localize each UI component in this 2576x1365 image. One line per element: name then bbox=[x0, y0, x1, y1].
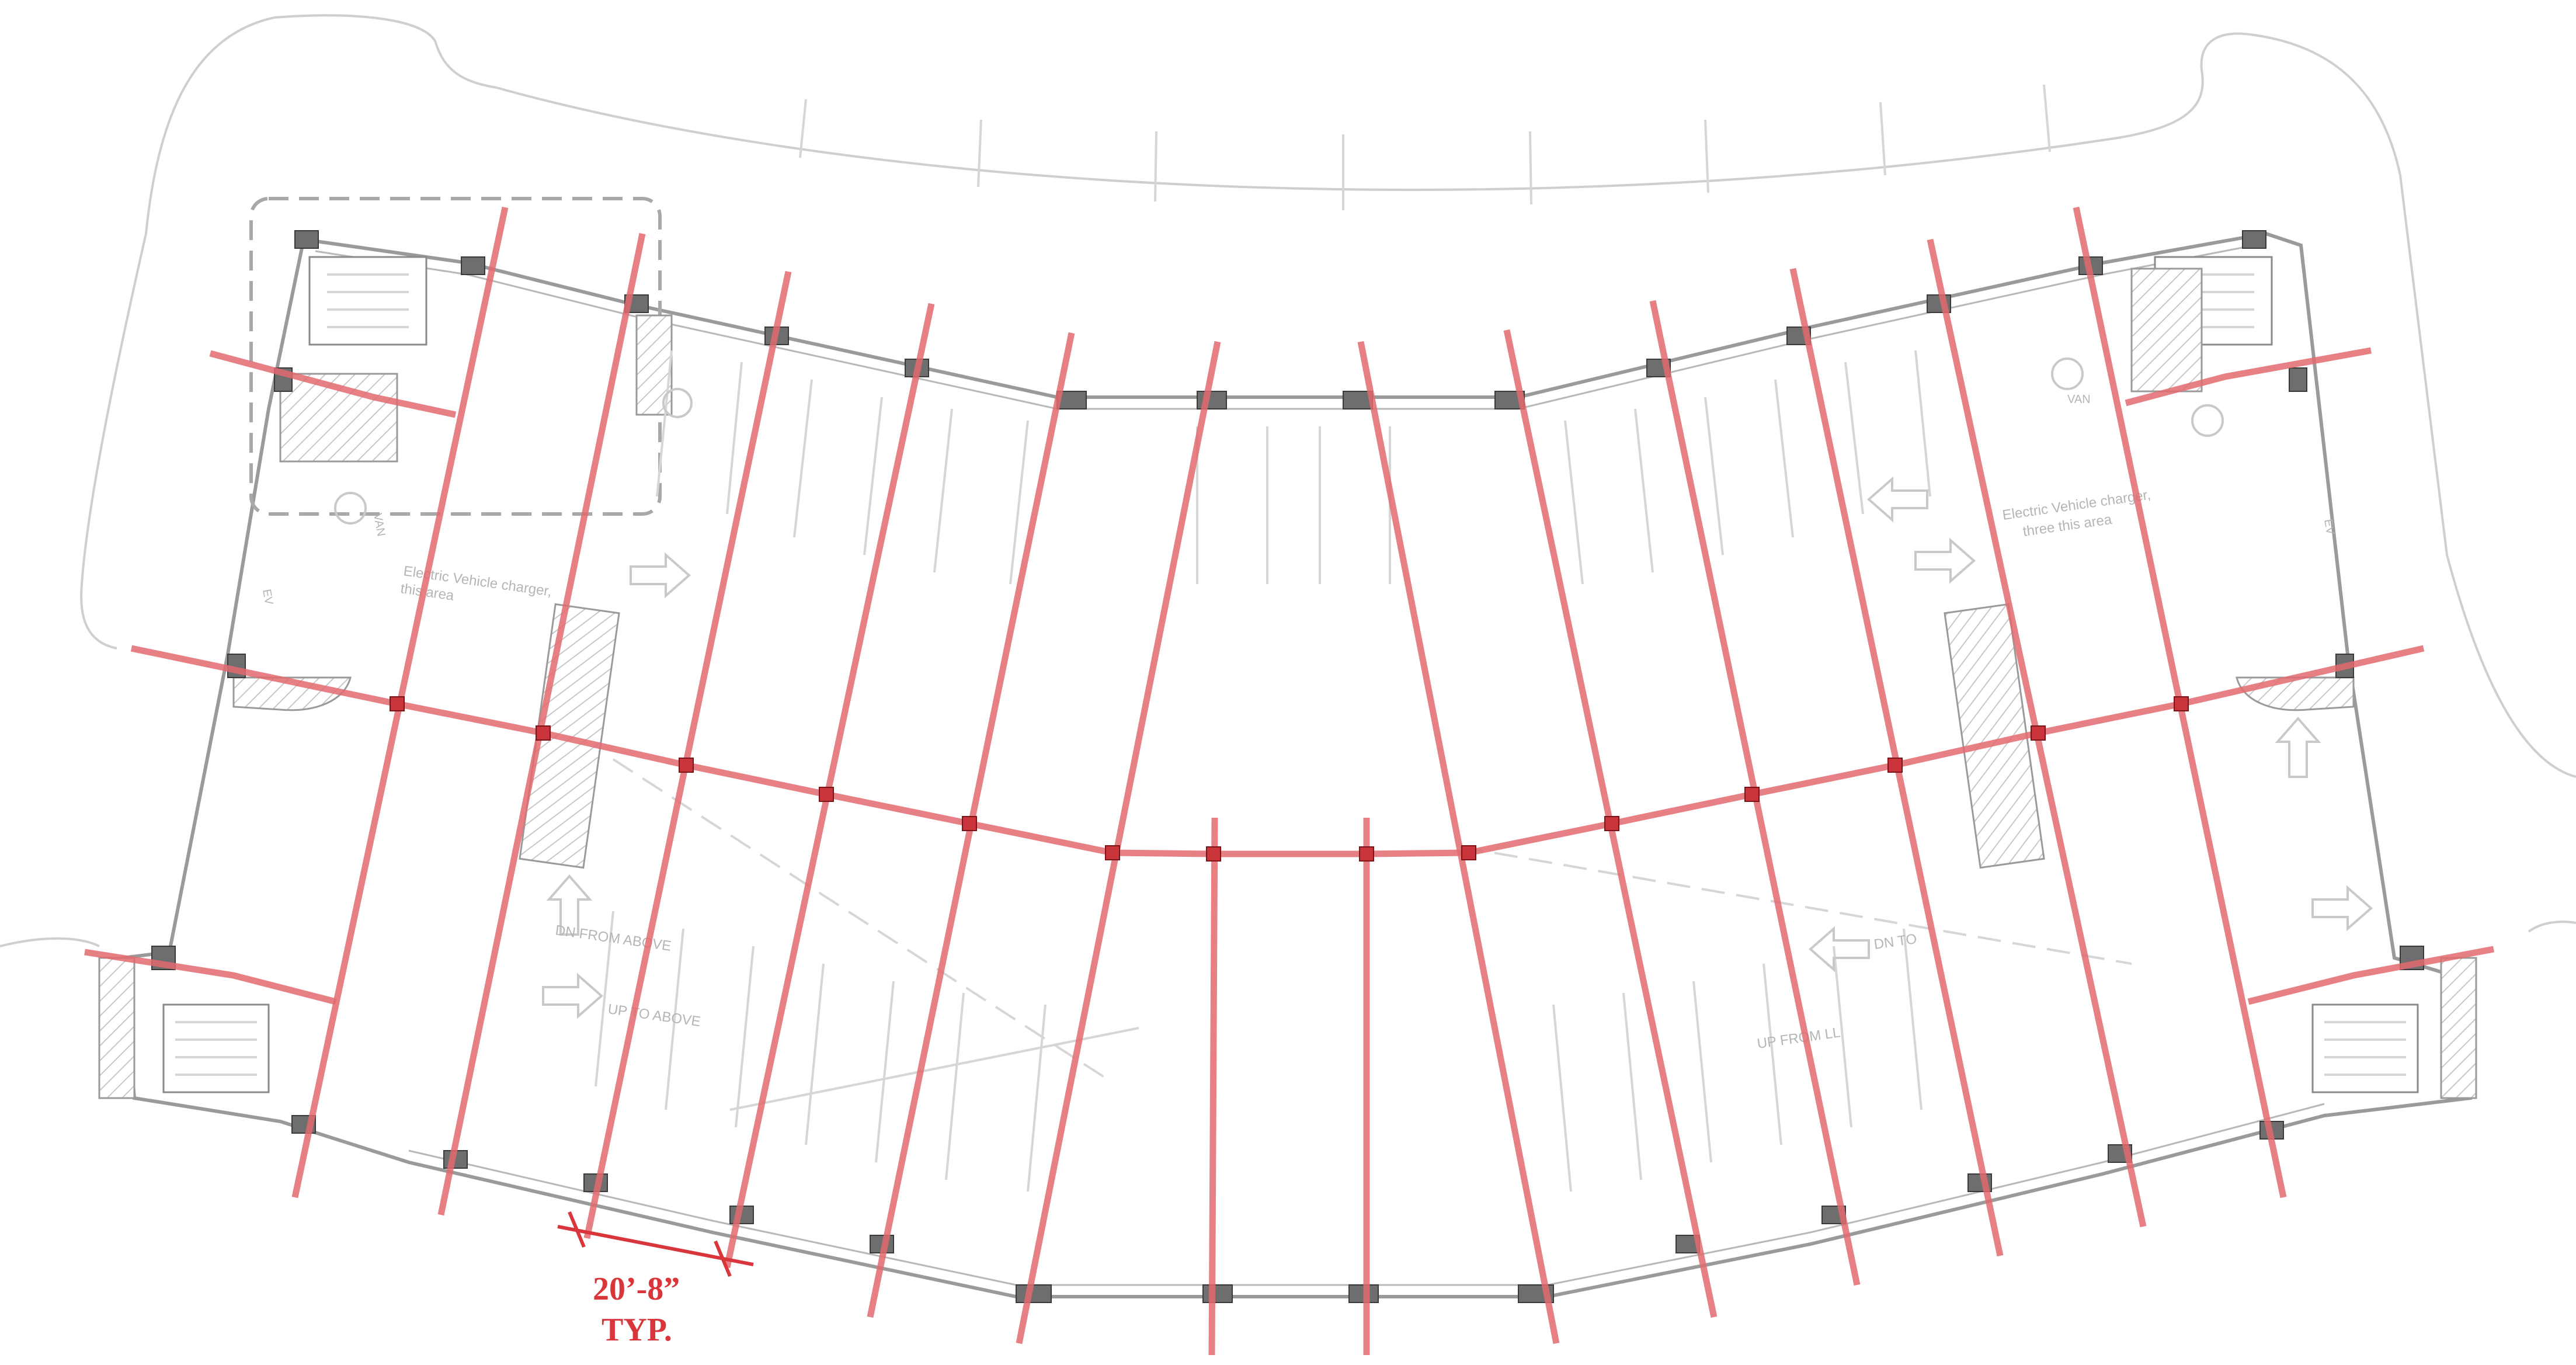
grid-intersection-node bbox=[536, 725, 551, 741]
arrow-left-icon bbox=[1808, 926, 1870, 972]
dimension-value: 20’-8” bbox=[593, 1271, 680, 1307]
hatched-zones bbox=[232, 268, 2355, 869]
grid-line-transverse bbox=[1357, 341, 1560, 1345]
dimension-note: TYP. bbox=[602, 1312, 672, 1348]
street-curb-lines bbox=[0, 14, 2576, 947]
stair-cores bbox=[98, 256, 2477, 1099]
arrow-right-icon bbox=[2311, 885, 2373, 932]
dimension-tick-right bbox=[714, 1240, 732, 1277]
grid-intersection-node bbox=[1105, 845, 1120, 860]
arrow-up-icon bbox=[2275, 716, 2321, 778]
grid-intersection-node bbox=[1744, 787, 1760, 802]
accessible-icon bbox=[662, 388, 693, 418]
grid-line-longitudinal-top bbox=[209, 350, 457, 418]
grid-intersection-node bbox=[2031, 725, 2046, 741]
accessible-icon bbox=[2191, 404, 2224, 437]
arrow-right-icon bbox=[630, 552, 691, 599]
arrow-right-icon bbox=[1914, 537, 1976, 584]
grid-line-longitudinal-bottom bbox=[84, 949, 337, 1005]
grid-line-transverse bbox=[583, 270, 792, 1239]
ev-tag-right: EV bbox=[2321, 518, 2337, 536]
grid-intersection-node bbox=[1461, 845, 1476, 860]
grid-line-transverse bbox=[437, 232, 646, 1216]
up-to-above-label: UP TO ABOVE bbox=[607, 1001, 701, 1030]
ev-tag-left: EV bbox=[260, 588, 275, 606]
grid-intersection-node bbox=[679, 758, 694, 773]
grid-intersection-node bbox=[1359, 846, 1374, 862]
grid-line-transverse bbox=[1208, 817, 1218, 1356]
accessible-icon bbox=[2051, 357, 2084, 390]
traffic-arrows bbox=[542, 476, 2373, 1019]
perimeter-columns bbox=[151, 230, 2424, 1303]
typical-bay-dimension: 20’-8” TYP. bbox=[557, 1211, 754, 1348]
accessible-parking-symbols bbox=[334, 357, 2224, 525]
grid-line-transverse bbox=[1016, 341, 1221, 1345]
parking-stall-lines bbox=[595, 350, 1931, 1192]
grid-intersection-node bbox=[390, 696, 405, 711]
structural-grid bbox=[84, 206, 2495, 1356]
dimension-tick-left bbox=[568, 1211, 586, 1248]
arrow-left-icon bbox=[1866, 476, 1928, 523]
grid-intersection-node bbox=[1887, 758, 1903, 773]
grid-line-longitudinal-middle bbox=[130, 645, 2425, 857]
grid-intersection-node bbox=[962, 816, 977, 831]
grid-line-longitudinal-top bbox=[2125, 347, 2372, 407]
service-area-outline bbox=[249, 197, 662, 516]
van-label-right: VAN bbox=[2067, 393, 2091, 406]
street-parking-stalls bbox=[799, 84, 2051, 210]
arrow-right-icon bbox=[542, 972, 604, 1019]
arrow-up-icon bbox=[546, 874, 593, 936]
grid-line-transverse bbox=[724, 303, 935, 1269]
grid-line-longitudinal-bottom bbox=[2247, 946, 2495, 1005]
ramp-slope-lines bbox=[612, 758, 2132, 1111]
grid-intersection-node bbox=[819, 787, 834, 802]
dn-to-label: DN TO bbox=[1873, 931, 1918, 953]
accessible-icon bbox=[334, 492, 367, 525]
grid-intersection-node bbox=[1206, 846, 1221, 862]
van-label-left: VAN bbox=[371, 512, 388, 537]
grid-intersection-node bbox=[1604, 816, 1619, 831]
grid-intersection-node bbox=[2174, 696, 2189, 711]
